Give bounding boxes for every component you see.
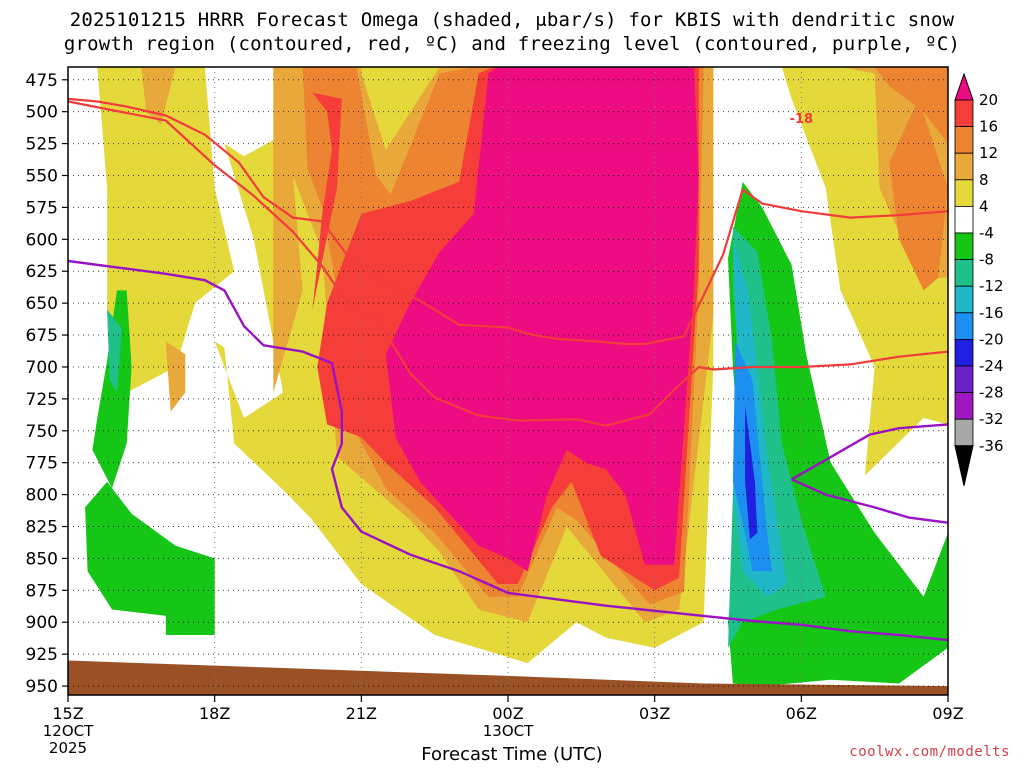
colorbar-label-5: -4 (979, 224, 994, 242)
x-axis-label: Forecast Time (UTC) (421, 744, 603, 765)
y-tick-label-900: 900 (26, 613, 58, 633)
omega-region-20-0 (385, 67, 699, 572)
omega-region-8-0 (141, 67, 176, 125)
colorbar-bin-8 (954, 312, 974, 340)
colorbar-label-1: 16 (979, 118, 998, 136)
omega-region-neg8-0 (107, 309, 122, 393)
omega-region-12-2 (889, 98, 948, 291)
colorbar-label-9: -20 (979, 330, 1004, 348)
omega-region-8-1 (165, 341, 186, 412)
omega-region-4-3 (361, 67, 430, 163)
colorbar-label-13: -36 (979, 437, 1004, 455)
colorbar-bin-11 (954, 392, 974, 420)
omega-region-16-0 (312, 92, 342, 310)
colorbar-label-12: -32 (979, 410, 1004, 428)
plot-layer: -18 (68, 67, 948, 695)
colorbar-label-0: 20 (979, 91, 998, 109)
colorbar-bin-10 (954, 365, 974, 394)
chart-title-line-2: growth region (contoured, red, ºC) and f… (63, 33, 961, 55)
colorbar-bin-4 (954, 205, 974, 234)
chart-title-line-1: 2025101215 HRRR Forecast Omega (shaded, … (69, 9, 955, 31)
y-tick-label-700: 700 (26, 358, 58, 378)
y-tick-label-600: 600 (26, 230, 58, 250)
colorbar-bin-1 (954, 126, 974, 154)
y-tick-label-875: 875 (26, 581, 58, 601)
omega-region-neg4-1 (85, 481, 215, 635)
freezing-level-line (68, 259, 948, 642)
y-tick-label-550: 550 (26, 166, 58, 186)
x-tick-label-15Z: 15Z (52, 704, 83, 723)
y-tick-label-950: 950 (26, 677, 58, 697)
colorbar-label-7: -12 (979, 277, 1004, 295)
y-tick-label-475: 475 (26, 71, 58, 91)
omega-region-neg4-0 (92, 290, 132, 489)
dgz-contour-lower (68, 97, 948, 346)
colorbar-label-4: 4 (979, 197, 989, 215)
omega-region-12-1 (874, 67, 948, 144)
colorbar-bin-9 (954, 338, 974, 367)
colorbar-bin-2 (954, 152, 974, 181)
y-tick-label-775: 775 (26, 454, 58, 474)
y-tick-label-800: 800 (26, 486, 58, 506)
colorbar-bin-3 (954, 179, 974, 207)
y-tick-label-750: 750 (26, 422, 58, 442)
colorbar-bottom-arrow (954, 445, 974, 486)
x-tick-label-06Z: 06Z (786, 704, 817, 723)
y-tick-label-675: 675 (26, 326, 58, 346)
omega-region-4-0 (97, 67, 235, 393)
y-tick-label-925: 925 (26, 645, 58, 665)
colorbar-label-11: -28 (979, 384, 1004, 402)
colorbar-label-3: 8 (979, 171, 989, 189)
x-tick-sublabel-15Z-0: 12OCT (43, 722, 94, 740)
credit-link[interactable]: coolwx.com/modelts (849, 744, 1010, 760)
x-tick-label-18Z: 18Z (199, 704, 230, 723)
y-tick-label-650: 650 (26, 294, 58, 314)
x-tick-sublabel-00Z-0: 13OCT (483, 722, 534, 740)
dgz-contour-upper (68, 100, 948, 427)
colorbar-top-arrow (954, 72, 974, 101)
y-tick-label-575: 575 (26, 198, 58, 218)
x-tick-label-00Z: 00Z (492, 704, 523, 723)
omega-region-neg20-0 (745, 405, 758, 540)
freezing-level-branch-upper (791, 423, 948, 481)
y-tick-label-625: 625 (26, 262, 58, 282)
y-tick-label-850: 850 (26, 549, 58, 569)
colorbar-label-2: 12 (979, 144, 998, 162)
dgz-contour-label: -18 (790, 112, 814, 127)
colorbar-label-6: -8 (979, 251, 994, 269)
colorbar-label-10: -24 (979, 357, 1004, 375)
y-tick-label-525: 525 (26, 135, 58, 155)
x-tick-sublabel-15Z-1: 2025 (49, 739, 87, 757)
colorbar-bin-7 (954, 285, 974, 314)
colorbar-bin-6 (954, 259, 974, 287)
colorbar-bin-12 (954, 418, 974, 447)
x-tick-label-21Z: 21Z (346, 704, 377, 723)
colorbar-bin-0 (954, 99, 974, 128)
colorbar-label-8: -16 (979, 304, 1004, 322)
y-tick-label-825: 825 (26, 518, 58, 538)
x-tick-label-03Z: 03Z (639, 704, 670, 723)
y-tick-label-500: 500 (26, 103, 58, 123)
omega-region-neg16-0 (732, 341, 772, 572)
x-tick-label-09Z: 09Z (932, 704, 963, 723)
y-tick-label-725: 725 (26, 390, 58, 410)
freezing-level-branch-lower (791, 478, 948, 524)
colorbar-bin-5 (954, 232, 974, 261)
